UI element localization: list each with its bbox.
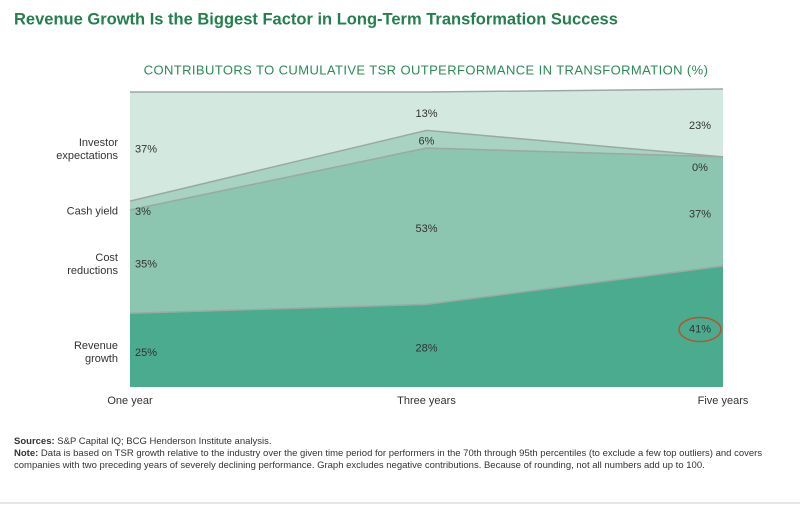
value-label: 28% [415,343,437,355]
note-text: Data is based on TSR growth relative to … [14,448,763,471]
value-label: 41% [689,323,711,335]
value-label: 0% [692,162,708,174]
legend-label: Revenue growth [73,340,118,366]
chart-subtitle: CONTRIBUTORS TO CUMULATIVE TSR OUTPERFOR… [144,62,709,77]
area [130,266,723,387]
value-label: 6% [419,135,435,147]
note-label: Note: [14,448,39,459]
area-edge [129,265,724,314]
legend-label: Cost reductions [67,251,118,277]
area-edge [130,88,724,93]
sources-text: S&P Capital IQ; BCG Henderson Institute … [57,436,272,447]
value-label: 25% [135,347,157,359]
sources-label: Sources: [14,436,55,447]
footnotes: Sources: S&P Capital IQ; BCG Henderson I… [14,436,784,472]
value-label: 35% [135,259,157,271]
area-edge [129,147,724,211]
x-tick-label: Five years [698,395,749,407]
highlight-circle [678,316,722,343]
sources: Sources: S&P Capital IQ; BCG Henderson I… [14,436,784,448]
legend-label: Cash yield [66,205,118,218]
area-edge [129,129,724,202]
chart-title: Revenue Growth Is the Biggest Factor in … [14,10,618,28]
x-tick-label: Three years [397,395,456,407]
x-tick-label: One year [107,395,153,407]
value-label: 13% [415,108,437,120]
value-label: 37% [135,143,157,155]
value-label: 37% [689,208,711,220]
legend-label: Investor expectations [56,136,118,162]
area [130,130,723,210]
value-label: 3% [135,206,151,218]
value-label: 23% [689,120,711,132]
area [130,89,723,202]
value-label: 53% [415,223,437,235]
note: Note: Data is based on TSR growth relati… [14,448,784,472]
area [130,148,723,314]
